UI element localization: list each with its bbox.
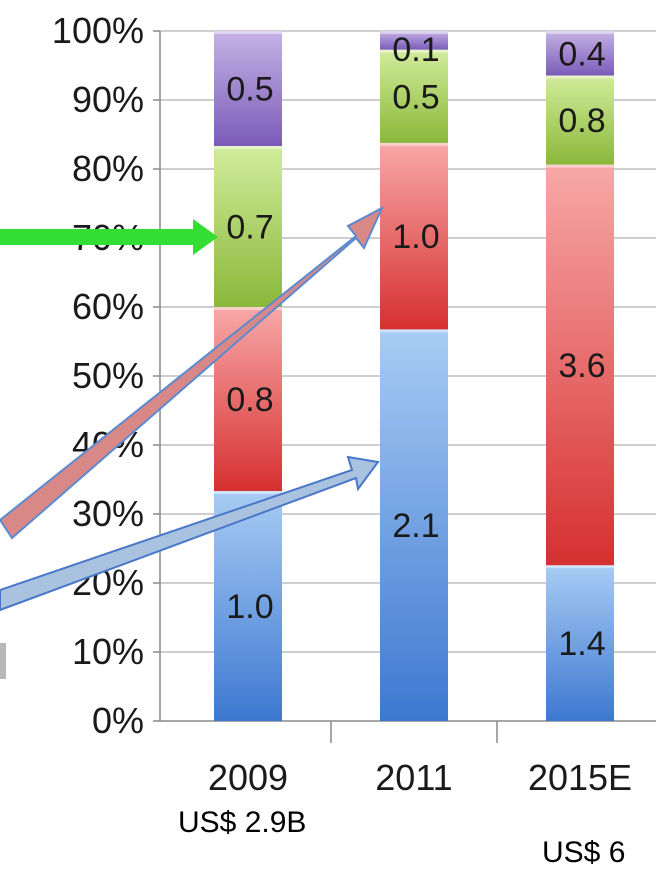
bar-segment-2011-s2 <box>380 49 448 143</box>
value-label-2015E-s1: 3.6 <box>558 347 605 385</box>
value-label-2015E-s3: 0.4 <box>558 35 605 73</box>
bar-segment-2011-s3 <box>380 31 448 50</box>
bar-segment-2015E-s3 <box>546 31 614 76</box>
bar-segment-highlight <box>546 75 614 79</box>
bar-segment-2015E-s2 <box>546 75 614 165</box>
value-label-2015E-s0: 1.4 <box>558 625 605 663</box>
green-arrow <box>0 219 218 255</box>
y-tick-label: 10% <box>72 631 144 672</box>
x-axis-tick-labels: 2009 2011 2015E <box>208 757 632 798</box>
bar-segment-highlight <box>214 491 282 494</box>
x-tick-label-2009: 2009 <box>208 757 288 798</box>
bar-segment-2009-s1 <box>214 307 282 491</box>
bar-segment-2009-s0 <box>214 491 282 721</box>
value-labels: 1.0 0.8 0.7 0.5 2.1 1.0 0.5 0.1 1.4 3.6 0.8 0.4 <box>226 31 605 663</box>
value-label-2009-s3: 0.5 <box>226 71 273 109</box>
bar-segment-highlight <box>214 31 282 34</box>
bar-segment-highlight <box>214 146 282 149</box>
value-label-2011-s1: 1.0 <box>392 218 439 256</box>
bar-segment-2009-s3 <box>214 31 282 146</box>
bar-segment-highlight <box>546 565 614 569</box>
bar-segment-2009-s2 <box>214 146 282 307</box>
y-tick-label: 60% <box>72 286 144 327</box>
x-tick-label-2015E: 2015E <box>528 757 632 798</box>
value-label-2009-s1: 0.8 <box>226 381 273 419</box>
bars <box>214 31 614 721</box>
total-2009: US$ 2.9B <box>178 806 307 839</box>
bar-segment-highlight <box>380 142 448 146</box>
bar-segment-2011-s0 <box>380 329 448 721</box>
total-2015e: US$ 6 <box>542 836 626 869</box>
bar-segment-2011-s1 <box>380 142 448 330</box>
annotation-arrows <box>0 205 385 612</box>
value-label-2011-s0: 2.1 <box>392 507 439 545</box>
bar-segment-highlight <box>380 49 448 53</box>
bar-segment-highlight <box>546 31 614 34</box>
edge-marker <box>0 643 6 679</box>
y-tick-label: 50% <box>72 355 144 396</box>
bar-segment-highlight <box>380 31 448 34</box>
bar-segment-2015E-s0 <box>546 565 614 721</box>
value-label-2009-s0: 1.0 <box>226 588 273 626</box>
value-label-2011-s2: 0.5 <box>392 78 439 116</box>
red-arrow <box>0 205 385 540</box>
bar-segment-highlight <box>380 329 448 333</box>
value-label-2011-s3: 0.1 <box>392 31 439 69</box>
value-label-2015E-s2: 0.8 <box>558 102 605 140</box>
bar-segment-highlight <box>546 164 614 168</box>
y-axis-tick-labels: 0%10%20%30%40%50%60%70%80%90%100% <box>52 10 144 741</box>
y-tick-label: 100% <box>52 10 144 51</box>
x-tick-label-2011: 2011 <box>375 757 452 798</box>
bar-segment-2015E-s1 <box>546 164 614 566</box>
y-tick-label: 90% <box>72 79 144 120</box>
blue-arrow <box>0 455 380 612</box>
value-label-2009-s2: 0.7 <box>226 209 273 247</box>
y-tick-label: 30% <box>72 493 144 534</box>
bar-segment-highlight <box>214 307 282 310</box>
y-tick-label: 80% <box>72 148 144 189</box>
y-tick-label: 0% <box>92 700 144 741</box>
